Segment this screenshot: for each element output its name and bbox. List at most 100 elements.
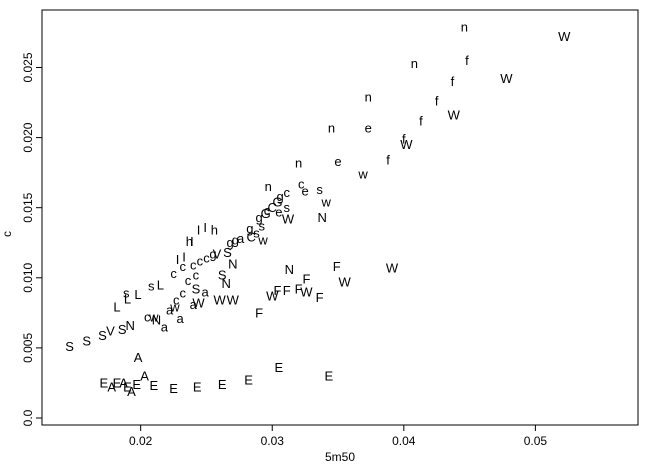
data-point: E	[324, 368, 333, 383]
data-point: L	[157, 277, 164, 292]
data-point: E	[100, 375, 109, 390]
data-point: e	[365, 120, 372, 135]
data-point: W	[227, 293, 240, 308]
data-point: g	[246, 221, 253, 236]
data-point: c	[203, 251, 210, 266]
data-point: W	[282, 211, 295, 226]
data-point: N	[285, 262, 294, 277]
data-point: F	[283, 283, 291, 298]
data-point: f	[435, 94, 439, 109]
data-point: g	[255, 210, 262, 225]
data-point: N	[125, 318, 134, 333]
data-point: L	[113, 300, 120, 315]
data-point: A	[119, 375, 128, 390]
data-point: E	[274, 360, 283, 375]
data-point: N	[221, 276, 230, 291]
data-point: G	[272, 195, 282, 210]
y-axis-title: c	[0, 231, 14, 237]
x-tick-label: 0.05	[524, 434, 548, 448]
data-point: n	[365, 89, 372, 104]
y-tick-label: 0.010	[21, 262, 35, 292]
data-point: S	[118, 322, 127, 337]
data-point: W	[500, 71, 513, 86]
data-point: c	[170, 266, 177, 281]
data-point: A	[107, 380, 116, 395]
data-point: c	[180, 259, 187, 274]
data-point: E	[193, 380, 202, 395]
data-point: I	[197, 223, 201, 238]
data-point: w	[320, 195, 331, 210]
data-point: L	[134, 287, 141, 302]
data-point: I	[203, 220, 207, 235]
data-point: A	[127, 384, 136, 399]
data-point: I	[182, 249, 186, 264]
data-point: W	[400, 137, 413, 152]
data-point: N	[152, 312, 161, 327]
y-tick-label: 0.020	[21, 122, 35, 152]
data-point: W	[338, 274, 351, 289]
data-point: n	[265, 179, 272, 194]
data-point: e	[302, 183, 309, 198]
data-point: W	[192, 296, 205, 311]
data-point: S	[223, 245, 232, 260]
data-point: S	[218, 267, 227, 282]
data-point: c	[185, 273, 192, 288]
y-tick-label: 0.015	[21, 192, 35, 222]
y-tick-label: 0.005	[21, 333, 35, 363]
data-point: n	[461, 19, 468, 34]
data-point: a	[177, 311, 185, 326]
data-point: C	[246, 230, 255, 245]
data-point: W	[558, 29, 571, 44]
data-point: a	[161, 319, 169, 334]
y-axis: 0.0 0.005 0.010 0.015 0.020 0.025	[21, 52, 42, 426]
data-point: S	[192, 282, 201, 297]
data-point: W	[213, 293, 226, 308]
y-tick-label: 0.025	[21, 52, 35, 82]
data-point: f	[402, 131, 406, 146]
data-point: s	[253, 225, 260, 240]
data-point: f	[419, 113, 423, 128]
data-point: N	[228, 256, 237, 271]
data-point: n	[411, 56, 418, 71]
data-point: c	[264, 203, 271, 218]
data-point: G	[261, 206, 271, 221]
data-point: E	[132, 377, 141, 392]
data-point: f	[451, 74, 455, 89]
data-point: g	[277, 189, 284, 204]
data-point: E	[123, 380, 132, 395]
data-point: a	[202, 284, 210, 299]
data-point: c	[193, 267, 200, 282]
data-point: I	[176, 252, 180, 267]
data-point: n	[328, 120, 335, 135]
data-point: c	[298, 176, 305, 191]
data-point: g	[209, 246, 216, 261]
data-point: W	[386, 260, 399, 275]
data-point: F	[274, 283, 282, 298]
x-axis: 0.02 0.03 0.04 0.05	[129, 425, 547, 448]
data-point: E	[218, 377, 227, 392]
data-point: f	[386, 153, 390, 168]
data-point: e	[275, 204, 282, 219]
data-point: E	[149, 378, 158, 393]
data-point: f	[465, 53, 469, 68]
data-point: g	[227, 235, 234, 250]
data-point: I	[190, 234, 194, 249]
x-tick-label: 0.04	[392, 434, 416, 448]
data-point: h	[186, 234, 193, 249]
data-point: n	[295, 155, 302, 170]
data-point: s	[316, 182, 323, 197]
x-tick-label: 0.03	[261, 434, 285, 448]
data-point: a	[237, 231, 245, 246]
data-point: A	[134, 350, 143, 365]
data-point: V	[106, 324, 115, 339]
data-point: V	[213, 246, 222, 261]
data-point: w	[257, 232, 268, 247]
data-point: S	[98, 328, 107, 343]
data-point: C	[268, 200, 277, 215]
plot-frame	[41, 9, 639, 426]
data-point: c	[144, 310, 151, 325]
data-point: w	[169, 300, 180, 315]
